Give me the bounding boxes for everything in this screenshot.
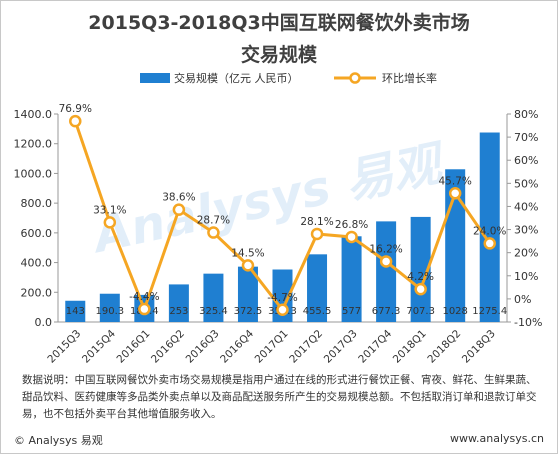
growth-rate-label: 45.7% (439, 175, 472, 187)
bar-value-label: 677.3 (372, 306, 401, 317)
bar-value-label: 253 (169, 306, 188, 317)
bar-value-label: 455.5 (303, 306, 332, 317)
bar-value-label: 143 (66, 306, 85, 317)
y-tick-left-label: 1200.0 (14, 138, 53, 151)
x-tick-label: 2018Q2 (425, 328, 463, 366)
y-tick-left-label: 1400.0 (14, 108, 53, 121)
x-tick-label: 2017Q1 (253, 328, 291, 366)
bar-value-label: 1275.4 (472, 306, 507, 317)
bar (341, 236, 362, 322)
growth-rate-point (310, 227, 324, 241)
bar-value-label: 325.4 (199, 306, 228, 317)
x-tick-label: 2017Q2 (287, 328, 325, 366)
data-note: 数据说明：中国互联网餐饮外卖市场交易规模是指用户通过在线的形式进行餐饮正餐、宵夜… (22, 374, 537, 420)
bar-value-label: 1028 (442, 306, 467, 317)
x-tick-label: 2015Q4 (80, 327, 118, 365)
growth-rate-label: 28.1% (300, 216, 333, 228)
y-tick-right-label: 50% (514, 177, 538, 190)
x-tick-label: 2017Q4 (356, 327, 394, 365)
legend-bar-swatch (140, 73, 170, 83)
x-tick-label: 2018Q1 (391, 328, 429, 366)
y-tick-right-label: 0% (514, 293, 531, 306)
y-tick-left-label: 800.0 (21, 197, 53, 210)
growth-rate-point (414, 282, 427, 296)
footer-url: www.analysys.cn (450, 432, 544, 445)
bar (307, 254, 328, 322)
y-tick-left-label: 0.0 (35, 316, 53, 329)
x-tick-label: 2017Q3 (322, 328, 360, 366)
legend-bar-label: 交易规模（亿元 人民币） (174, 72, 299, 85)
x-tick-label: 2016Q3 (184, 328, 222, 366)
y-tick-right-label: 40% (514, 200, 538, 213)
growth-rate-point (138, 302, 151, 316)
y-tick-right-label: 10% (514, 270, 538, 283)
y-tick-left-label: 400.0 (21, 257, 53, 270)
bar-value-label: 372.5 (234, 306, 263, 317)
growth-rate-point (448, 187, 462, 200)
x-tick-label: 2018Q3 (460, 328, 498, 366)
growth-rate-label: 33.1% (93, 204, 126, 216)
bar (410, 216, 431, 322)
y-tick-right-label: 80% (514, 108, 538, 121)
growth-rate-point (483, 237, 496, 250)
chart-title-line2: 交易规模 (240, 44, 317, 66)
bar (65, 300, 86, 322)
bar (168, 284, 189, 322)
legend-line-swatch (334, 72, 376, 84)
x-tick-label: 2016Q2 (149, 328, 187, 366)
growth-rate-label: -4.4% (129, 291, 159, 303)
bar-value-label: 190.3 (95, 306, 124, 317)
growth-rate-label: 26.8% (335, 219, 368, 231)
y-tick-right-label: -10% (514, 316, 542, 329)
footer-brand: © Analysys 易观 (14, 434, 103, 447)
growth-rate-label: 38.6% (162, 192, 195, 204)
y-tick-left-label: 200.0 (21, 286, 53, 299)
chart-title-line1: 2015Q3-2018Q3中国互联网餐饮外卖市场 (88, 12, 470, 34)
bar (376, 221, 397, 322)
x-tick-label: 2016Q1 (115, 328, 153, 366)
growth-rate-point (276, 303, 289, 317)
y-tick-right-label: 20% (514, 247, 538, 260)
growth-rate-label: 4.2% (407, 271, 434, 283)
growth-rate-label: 16.2% (369, 243, 402, 255)
y-tick-left-label: 600.0 (21, 227, 53, 240)
growth-rate-label: 76.9% (59, 103, 92, 115)
growth-rate-point (172, 203, 186, 216)
growth-rate-label: 14.5% (231, 247, 264, 259)
legend-line-label: 环比增长率 (382, 72, 437, 85)
growth-rate-point (69, 114, 82, 128)
bar-value-label: 577 (342, 306, 361, 317)
growth-rate-point (241, 259, 255, 272)
bar (479, 132, 500, 322)
bar-value-label: 707.3 (406, 306, 435, 317)
y-tick-left-label: 1000.0 (14, 167, 53, 180)
growth-rate-point (103, 216, 117, 229)
growth-rate-point (345, 230, 358, 244)
growth-rate-label: -4.7% (267, 292, 297, 304)
bar (203, 273, 224, 322)
growth-rate-label: 24.0% (473, 225, 506, 237)
y-tick-right-label: 60% (514, 154, 538, 167)
growth-rate-label: 28.7% (197, 215, 230, 227)
bar (99, 293, 120, 322)
growth-rate-point (207, 226, 220, 239)
y-tick-right-label: 70% (514, 131, 538, 144)
y-tick-right-label: 30% (514, 224, 538, 237)
growth-rate-point (379, 255, 393, 268)
x-tick-label: 2016Q4 (218, 327, 256, 365)
x-tick-label: 2015Q3 (45, 328, 83, 366)
bar (237, 266, 258, 322)
